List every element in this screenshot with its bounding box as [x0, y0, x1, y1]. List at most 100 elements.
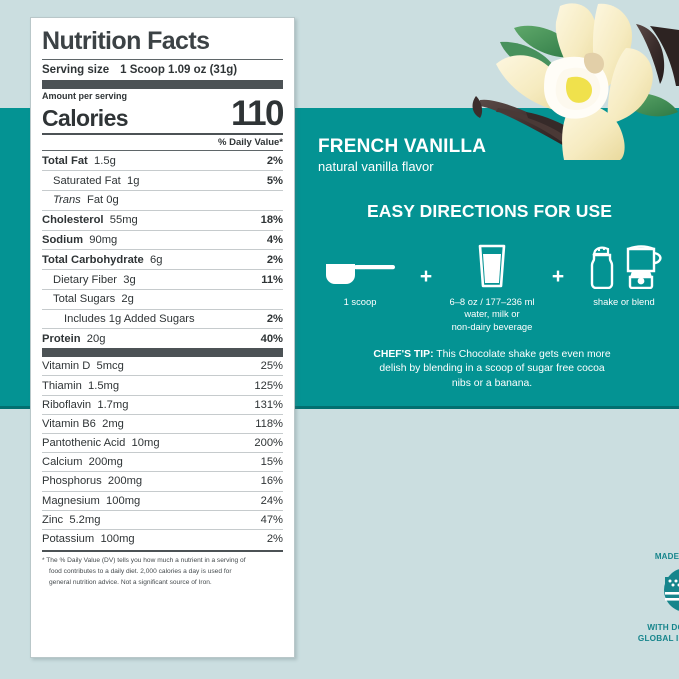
nutrient-row: Trans Fat 0g — [42, 191, 283, 210]
micronutrient-row: Phosphorus 200mg 16% — [42, 472, 283, 490]
right-column: FRENCH VANILLA natural vanilla flavor EA… — [300, 0, 679, 679]
micronutrient-row: Potassium 100mg 2% — [42, 530, 283, 548]
nutrient-row: Saturated Fat 1g 5% — [42, 171, 283, 190]
nutrient-name: Saturated Fat 1g — [53, 174, 140, 187]
divider — [42, 375, 283, 377]
nutrient-name: Sodium 90mg — [42, 233, 118, 246]
micronutrient-name: Riboflavin 1.7mg — [42, 398, 129, 411]
chef-tip: CHEF'S TIP: This Chocolate shake gets ev… — [322, 348, 662, 391]
divider — [42, 308, 283, 310]
divider — [42, 490, 283, 492]
divider — [42, 190, 283, 191]
micronutrient-name: Potassium 100mg — [42, 533, 135, 546]
nutrient-row: Dietary Fiber 3g 11% — [42, 270, 283, 289]
nutrient-row: Includes 1g Added Sugars 2% — [42, 310, 283, 329]
thick-bar — [42, 348, 283, 358]
micronutrient-row: Magnesium 100mg 24% — [42, 492, 283, 510]
divider — [42, 471, 283, 473]
directions-heading: EASY DIRECTIONS FOR USE — [366, 201, 613, 221]
divider — [42, 452, 283, 454]
micronutrient-rows: Vitamin D 5mcg 25% Thiamin 1.5mg 125% Ribofl… — [42, 357, 283, 548]
direction-step-scoop: 1 scoop — [312, 243, 408, 308]
nutrient-name: Includes 1g Added Sugars — [64, 313, 195, 326]
calories-row: Calories 110 — [42, 94, 284, 134]
nutrient-daily-value: 2% — [266, 154, 283, 167]
footnote-line-2: food contributes to a daily diet. 2,000 … — [49, 568, 232, 575]
plus-icon-2: + — [551, 265, 565, 288]
micronutrient-daily-value: 125% — [254, 379, 283, 392]
calories-value: 110 — [231, 94, 284, 134]
nutrient-daily-value: 11% — [261, 273, 283, 286]
directions-steps: 1 scoop + 6–8 oz / 177–236 ml water, mil… — [312, 243, 672, 333]
footnote-line-3: general nutrition advice. Not a signific… — [49, 578, 212, 586]
divider — [42, 170, 283, 172]
plus-icon-1: + — [419, 265, 433, 288]
micronutrient-daily-value: 131% — [254, 398, 283, 411]
micronutrient-daily-value: 47% — [260, 513, 283, 526]
divider — [42, 229, 283, 231]
nutrient-name: Protein 20g — [42, 332, 106, 345]
divider — [42, 550, 283, 553]
chef-tip-line-2: delish by blending in a scoop of sugar f… — [379, 363, 605, 375]
micronutrient-row: Calcium 200mg 15% — [42, 453, 283, 471]
nutrient-name: Trans Fat 0g — [53, 194, 119, 207]
micronutrient-row: Riboflavin 1.7mg 131% — [42, 396, 283, 414]
nutrient-daily-value: 4% — [266, 233, 283, 246]
direction-step-mix: shake or blend — [576, 243, 672, 308]
nutrient-name: Total Carbohydrate 6g — [42, 253, 163, 266]
divider — [42, 133, 283, 136]
divider — [42, 394, 283, 396]
flavor-block: FRENCH VANILLA natural vanilla flavor — [318, 136, 486, 174]
direction-step-liquid: 6–8 oz / 177–236 ml water, milk or non-d… — [444, 243, 540, 333]
nutrient-row: Sodium 90mg 4% — [42, 231, 283, 250]
nutrient-rows: Total Fat 1.5g 2% Saturated Fat 1g 5% Trans … — [42, 151, 283, 348]
divider — [42, 249, 283, 251]
divider — [42, 433, 283, 434]
micronutrient-daily-value: 16% — [260, 475, 283, 488]
flavor-name: FRENCH VANILLA — [318, 136, 487, 157]
scoop-icon — [312, 243, 408, 289]
serving-size-row: Serving size 1 Scoop 1.09 oz (31g) — [42, 60, 283, 80]
step-caption: shake or blend — [593, 296, 655, 307]
micronutrient-daily-value: 118% — [255, 417, 283, 430]
micronutrient-name: Thiamin 1.5mg — [42, 379, 120, 392]
divider — [42, 328, 283, 330]
footnote: * The % Daily Value (DV) tells you how m… — [42, 552, 283, 589]
amount-per-serving-label: Amount per serving — [42, 91, 128, 102]
step-caption: 6–8 oz / 177–236 ml water, milk or non-d… — [449, 296, 535, 332]
nutrient-daily-value: 18% — [260, 214, 283, 227]
nutrient-row: Total Fat 1.5g 2% — [42, 151, 283, 170]
nutrient-row: Total Carbohydrate 6g 2% — [42, 250, 283, 269]
divider — [42, 288, 283, 290]
micronutrient-row: Zinc 5.2mg 47% — [42, 511, 283, 529]
seal-caption-top: MADE IN U.S.A. — [654, 552, 679, 561]
seal-caption-bottom: WITH DOMESTIC & GLOBAL INGREDIENTS — [637, 623, 679, 643]
micronutrient-row: Pantothenic Acid 10mg 200% — [42, 434, 283, 452]
seal-made-in-usa: MADE IN U.S.A. WITH DOMESTIC & — [633, 552, 679, 644]
chef-tip-line-1: This Chocolate shake gets even more — [433, 349, 611, 360]
micronutrient-daily-value: 2% — [266, 533, 283, 546]
nutrient-name: Dietary Fiber 3g — [53, 273, 136, 286]
step-caption: 1 scoop — [343, 296, 377, 307]
micronutrient-daily-value: 24% — [260, 494, 283, 507]
micronutrient-name: Zinc 5.2mg — [42, 513, 101, 526]
nutrient-row: Protein 20g 40% — [42, 329, 283, 348]
calories-label: Calories — [42, 105, 129, 132]
divider — [42, 269, 283, 271]
divider — [42, 59, 283, 61]
divider — [42, 509, 283, 511]
flavor-subtitle: natural vanilla flavor — [318, 159, 434, 174]
thick-bar — [42, 80, 283, 90]
micronutrient-row: Vitamin B6 2mg 118% — [42, 415, 283, 433]
vanilla-flower-image — [440, 0, 679, 160]
footnote-line-1: * The % Daily Value (DV) tells you how m… — [42, 557, 246, 565]
chef-tip-label: CHEF'S TIP: — [373, 349, 434, 360]
divider — [42, 209, 283, 211]
micronutrient-name: Phosphorus 200mg — [42, 475, 143, 488]
nutrient-daily-value: 2% — [266, 253, 283, 266]
serving-size-value: 1 Scoop 1.09 oz (31g) — [120, 64, 238, 77]
serving-size-label: Serving size — [42, 64, 110, 77]
micronutrient-name: Calcium 200mg — [42, 456, 123, 469]
micronutrient-name: Pantothenic Acid 10mg — [42, 437, 160, 450]
chef-tip-line-3: nibs or a banana. — [451, 377, 533, 389]
